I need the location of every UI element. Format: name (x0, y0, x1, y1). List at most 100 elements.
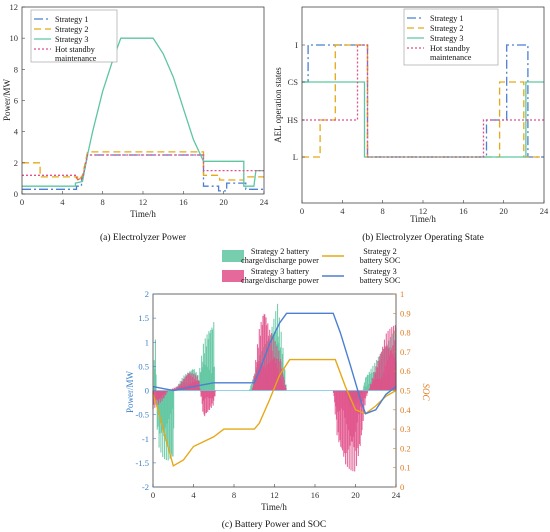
panel-c-y2tick-label: 0.5 (400, 386, 411, 396)
panel-b-xtick-label: 24 (540, 206, 549, 216)
panel-c-ytick-label: 1.5 (138, 313, 149, 323)
panel-c-y2tick-label: 0.3 (400, 424, 411, 434)
panel-a-series-line-3 (22, 37, 264, 187)
panel-b-xtick-label: 4 (340, 206, 345, 216)
panel-a-series (22, 37, 264, 192)
panel-a-legend-box (30, 9, 118, 63)
panel-a-ytick-label: 12 (10, 2, 19, 12)
panel-a-ytick-label: 8 (14, 64, 18, 74)
panel-c-xtick-label: 12 (270, 490, 279, 500)
panel-c-xtick-label: 16 (311, 490, 320, 500)
panel-a-series-line-2 (22, 151, 264, 184)
panel-c-ytick-label: -1.5 (136, 458, 149, 468)
panel-b-caption: (b) Electrolyzer Operating State (362, 232, 484, 243)
panel-c-legend-label-4-line2: battery SOC (360, 276, 401, 285)
panel-c-y2tick-label: 0.2 (400, 443, 411, 453)
panel-a-legend-label-4-line2: maintenance (55, 54, 97, 63)
panel-c-ytick-label: 1 (145, 337, 149, 347)
panel-c-power-series-2 (152, 314, 397, 472)
panel-c-ytick-label: -1 (142, 434, 149, 444)
panel-b-series-line-3 (302, 81, 544, 158)
panel-a-xtick-label: 4 (60, 197, 65, 207)
panel-a-ytick-label: 2 (14, 158, 18, 168)
panel-c-xtick-label: 20 (351, 490, 360, 500)
panel-b-ytick-label: CS (288, 77, 299, 87)
panel-c-soc-line-2 (152, 312, 397, 415)
panel-b-ytick-label: L (293, 152, 298, 162)
panel-b: 0 4 8 12 16 20 24 L HS CS I Time/h AEL operation s… (273, 6, 549, 243)
panel-c-xtick-label: 8 (232, 490, 236, 500)
panel-c: 0 4 8 12 16 20 24-2-1.5-1-0.500.511.5200.10.20… (125, 247, 431, 530)
panel-a-ytick-label: 4 (14, 127, 19, 137)
panel-c-ytick-label: 2 (145, 289, 149, 299)
panel-c-legend-label-2: Strategy 2 (363, 247, 396, 256)
panel-a-xtick-label: 12 (139, 197, 148, 207)
panel-c-y2label: SOC (421, 383, 431, 401)
panel-c-y2tick-label: 0.9 (400, 308, 411, 318)
panel-a-legend-label-3: Strategy 3 (55, 35, 88, 44)
panel-c-ytick-label: 0.5 (138, 361, 149, 371)
panel-a-xtick-label: 24 (260, 197, 269, 207)
panel-a-ylabel: Power/MW (2, 79, 12, 121)
panel-c-soc-line-1 (152, 358, 397, 467)
panel-b-legend-label-1: Strategy 1 (430, 14, 463, 23)
panel-a-legend-label-4: Hot standby (55, 45, 96, 54)
panel-b-xtick-label: 20 (499, 206, 508, 216)
panel-c-y2tick-label: 0.6 (400, 366, 411, 376)
panel-b-series (302, 44, 544, 158)
panel-c-legend-label-3: Strategy 3 battery (251, 267, 310, 276)
panel-a-ytick-label: 10 (10, 33, 19, 43)
panel-b-xtick-label: 12 (419, 206, 428, 216)
panel-b-legend-label-2: Strategy 2 (430, 24, 463, 33)
panel-c-legend-label-2-line2: battery SOC (360, 256, 401, 265)
panel-a-xtick-label: 16 (179, 197, 188, 207)
panel-b-legend-label-4: Hot standby (430, 44, 471, 53)
panel-c-caption: (c) Battery Power and SOC (222, 519, 326, 530)
panel-a-ytick-label: 0 (14, 189, 18, 199)
panel-c-legend-swatch-3 (222, 270, 244, 282)
panel-a-legend-label-2: Strategy 2 (55, 25, 88, 34)
panel-c-ytick-label: -2 (142, 482, 149, 492)
panel-b-ytick-label: HS (287, 115, 298, 125)
panel-b-xtick-label: 0 (300, 206, 304, 216)
panel-c-legend-label-3-line2: charge/discharge power (241, 276, 319, 285)
panel-c-legend-label-1: Strategy 2 battery (251, 247, 310, 256)
panel-a-xlabel: Time/h (130, 209, 156, 219)
panel-c-ylabel: Power/MW (125, 371, 135, 413)
panel-a-xtick-label: 20 (219, 197, 228, 207)
panel-c-legend-label-1-line2: charge/discharge power (241, 256, 319, 265)
panel-a-legend-label-1: Strategy 1 (55, 15, 88, 24)
panel-c-y2tick-label: 1 (400, 289, 404, 299)
panel-a-ytick-label: 6 (14, 96, 18, 106)
panel-b-ytick-label: I (295, 40, 298, 50)
panel-c-ticks: 0 4 8 12 16 20 24-2-1.5-1-0.500.511.5200.10.20… (136, 289, 412, 500)
panel-c-y2tick-label: 0.4 (400, 405, 411, 415)
panel-a-caption: (a) Electrolyzer Power (100, 232, 187, 243)
panel-c-ytick-label: 0 (145, 386, 149, 396)
panel-c-y2tick-label: 0 (400, 482, 404, 492)
panel-b-xtick-label: 8 (381, 206, 385, 216)
panel-c-ytick-label: -0.5 (136, 410, 149, 420)
panel-a-series-line-4 (22, 154, 264, 181)
panel-b-series-line-4 (302, 44, 544, 158)
panel-c-power-series (152, 303, 397, 472)
panel-c-y2tick-label: 0.7 (400, 347, 411, 357)
panel-a-series-line-1 (22, 154, 264, 192)
panel-c-xtick-label: 0 (151, 490, 155, 500)
panel-b-ylabel: AEL operation states (273, 67, 283, 143)
panel-c-y2tick-label: 0.8 (400, 328, 411, 338)
panel-b-series-line-1 (302, 44, 544, 158)
panel-c-xlabel: Time/h (261, 502, 287, 512)
panel-b-xlabel: Time/h (410, 214, 436, 224)
panel-a-xtick-label: 0 (20, 197, 24, 207)
panel-a-xtick-label: 8 (101, 197, 105, 207)
panel-b-legend-label-4-line2: maintenance (430, 53, 472, 62)
panel-b-xtick-label: 16 (459, 206, 468, 216)
panel-b-legend-label-3: Strategy 3 (430, 34, 463, 43)
